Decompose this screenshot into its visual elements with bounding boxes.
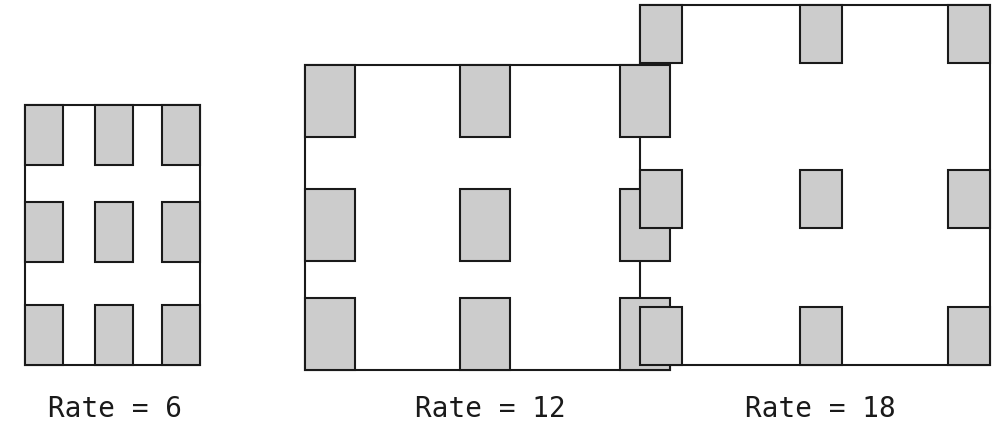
Bar xyxy=(95,202,133,262)
Bar xyxy=(948,170,990,228)
Bar xyxy=(305,65,355,137)
Bar xyxy=(25,105,63,165)
Bar xyxy=(25,305,63,365)
Bar xyxy=(800,5,842,63)
Bar xyxy=(640,170,682,228)
Bar xyxy=(305,65,670,370)
Bar xyxy=(800,307,842,365)
Bar xyxy=(640,5,990,365)
Bar xyxy=(305,189,355,261)
Bar xyxy=(460,298,510,370)
Bar xyxy=(25,105,200,365)
Bar xyxy=(25,202,63,262)
Bar xyxy=(305,298,355,370)
Bar xyxy=(620,65,670,137)
Bar xyxy=(620,189,670,261)
Bar xyxy=(620,298,670,370)
Text: Rate = 12: Rate = 12 xyxy=(415,395,565,423)
Bar xyxy=(800,170,842,228)
Text: Rate = 6: Rate = 6 xyxy=(48,395,182,423)
Bar xyxy=(95,305,133,365)
Bar xyxy=(640,307,682,365)
Bar xyxy=(162,202,200,262)
Text: Rate = 18: Rate = 18 xyxy=(745,395,895,423)
Bar xyxy=(948,5,990,63)
Bar xyxy=(640,5,682,63)
Bar xyxy=(95,105,133,165)
Bar xyxy=(460,65,510,137)
Bar xyxy=(460,189,510,261)
Bar xyxy=(162,105,200,165)
Bar xyxy=(948,307,990,365)
Bar xyxy=(162,305,200,365)
